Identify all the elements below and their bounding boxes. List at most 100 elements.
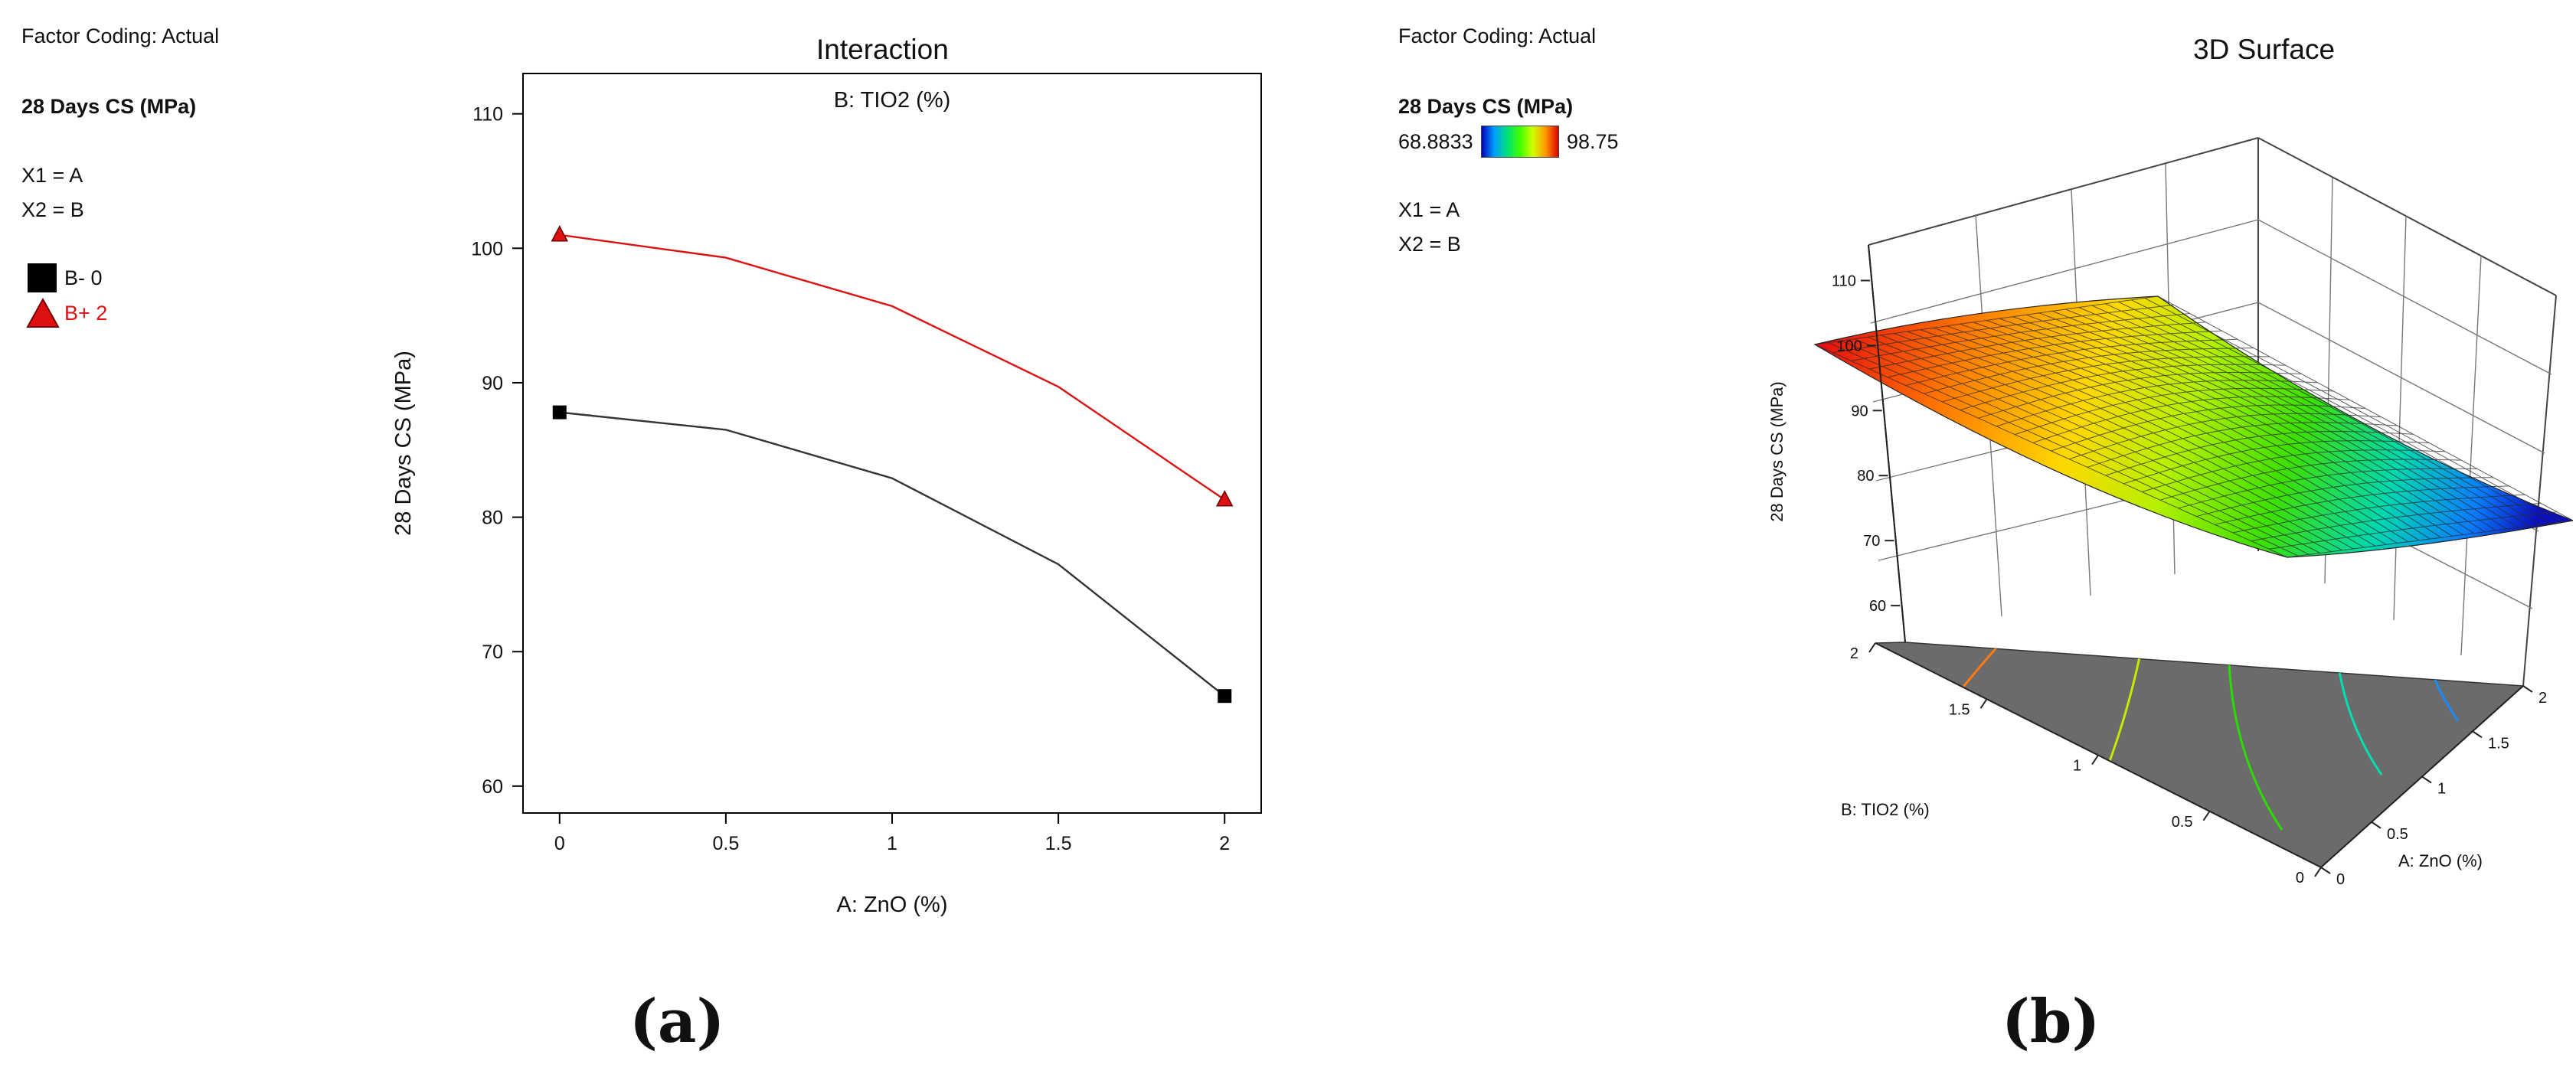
surface-mesh-line <box>2069 413 2381 460</box>
surface-mesh-line <box>2065 309 2496 531</box>
color-scale-max: 98.75 <box>1567 130 1619 153</box>
x-tick-label: 0 <box>554 833 565 854</box>
b-axis-label: B: TIO2 (%) <box>1841 800 1930 819</box>
y-tick-label: 70 <box>482 642 503 663</box>
plot-area <box>522 73 1262 814</box>
b-tick-label: 1.5 <box>1949 701 1970 718</box>
surface-mesh-line <box>2251 503 2542 542</box>
b-tick-label: 2 <box>1850 645 1858 662</box>
y-tick-label: 80 <box>482 508 503 529</box>
surface-mesh-line <box>2012 316 2453 537</box>
interaction-chart: 60 70 80 90 100 110 0 0.5 1 1.5 2 B: TIO2 (%) A: … <box>391 73 1262 917</box>
z-tick-label: 90 <box>1851 403 1868 420</box>
surface-mesh-line <box>2105 431 2414 476</box>
color-scale-min: 68.8833 <box>1398 130 1473 153</box>
panel-label-b: (b) <box>2002 987 2100 1056</box>
x1-label-a: X1 = A <box>21 164 83 187</box>
surface-mesh-line <box>2196 477 2493 517</box>
surface-mesh-line <box>2269 511 2558 550</box>
z-tick-label: 80 <box>1857 468 1874 485</box>
b-tick-mark <box>1979 698 1988 709</box>
surface-mesh-line <box>2214 485 2509 525</box>
a-tick-mark <box>2371 821 2381 829</box>
surface-mesh-line <box>2038 312 2475 534</box>
z-tick-label: 110 <box>1832 273 1856 289</box>
z-axis-label: 28 Days CS (MPa) <box>1767 381 1787 521</box>
a-tick-mark <box>2522 685 2533 693</box>
surface-mesh-line <box>2142 449 2446 492</box>
x-axis-label: A: ZnO (%) <box>836 893 947 917</box>
surface-mesh-line <box>2104 303 2529 527</box>
surface-mesh-line <box>2025 314 2463 535</box>
data-point-triangle <box>551 225 569 242</box>
y-axis-label: 28 Days CS (MPa) <box>391 351 416 536</box>
x1-label-b: X1 = A <box>1398 198 1460 221</box>
b-tick-mark <box>2091 754 2099 766</box>
y-tick-label: 90 <box>482 373 503 394</box>
x-tick-label: 1.5 <box>1045 833 1072 854</box>
b-tick-mark <box>2314 867 2322 877</box>
surface-mesh-line <box>2087 422 2398 468</box>
z-tick-label: 70 <box>1863 533 1880 550</box>
a-tick-label: 1 <box>2437 781 2446 798</box>
a-tick-mark <box>2320 867 2331 874</box>
b-tick-mark <box>1868 642 1876 653</box>
surface-mesh-line <box>2052 310 2486 533</box>
data-point-triangle <box>1215 490 1234 507</box>
surface-mesh-line <box>2091 305 2519 528</box>
surface-mesh-line <box>2144 297 2562 523</box>
series-line <box>559 233 1225 501</box>
response-label-a: 28 Days CS (MPa) <box>21 95 197 118</box>
surface-mesh-line <box>2131 299 2551 524</box>
a-tick-label: 0 <box>2336 871 2345 888</box>
a-axis-label: A: ZnO (%) <box>2398 851 2483 870</box>
x-tick-label: 1 <box>887 833 897 854</box>
chart-subtitle: B: TIO2 (%) <box>834 88 951 113</box>
b-tick-label: 0 <box>2296 870 2304 886</box>
contour-line <box>2333 642 2383 775</box>
a-tick-label: 0.5 <box>2387 826 2408 843</box>
b-tick-mark <box>2202 811 2211 821</box>
a-tick-mark <box>2472 730 2483 739</box>
surface-mesh-line <box>2178 468 2477 509</box>
z-axis-line <box>1868 244 1906 643</box>
interaction-chart-title: Interaction <box>816 34 949 65</box>
a-tick-label: 1.5 <box>2488 735 2509 752</box>
surface-mesh-line <box>2232 494 2525 534</box>
x2-label-a: X2 = B <box>21 198 84 221</box>
y-tick-label: 60 <box>482 776 503 798</box>
a-tick-mark <box>2421 775 2432 784</box>
y-tick-label: 110 <box>472 104 503 126</box>
data-point-square <box>552 405 567 420</box>
z-tick-label: 60 <box>1869 598 1886 615</box>
response-label-b: 28 Days CS (MPa) <box>1398 95 1574 118</box>
surface-mesh-line <box>2051 404 2366 452</box>
x-tick-label: 0.5 <box>713 833 740 854</box>
surface-chart: 60 70 80 90 100 110 0 0.5 1 1.5 2 0 0.5 1 1.5 2 28 Days… <box>1767 137 2573 888</box>
z-tick-label: 100 <box>1836 338 1862 354</box>
surface-mesh-line <box>2123 440 2430 485</box>
a-tick-label: 2 <box>2538 690 2547 707</box>
legend-label-b-minus: B- 0 <box>64 266 103 289</box>
panel-label-a: (a) <box>629 987 725 1056</box>
surface-mesh-line <box>2078 307 2508 530</box>
factor-coding-label-b: Factor Coding: Actual <box>1398 24 1597 47</box>
contour-line <box>2227 642 2283 831</box>
surface-mesh-line <box>2159 459 2462 501</box>
series-line <box>559 411 1225 697</box>
legend-square-icon <box>28 263 57 292</box>
surface-chart-title: 3D Surface <box>2193 34 2336 65</box>
x2-label-b: X2 = B <box>1398 233 1461 256</box>
surface-mesh-line <box>2157 295 2573 521</box>
surface-mesh-line <box>2118 301 2541 525</box>
b-tick-label: 1 <box>2073 758 2081 775</box>
surface-mesh-line <box>2287 520 2573 558</box>
y-tick-label: 100 <box>471 238 503 260</box>
x-tick-label: 2 <box>1219 833 1230 854</box>
data-point-square <box>1218 689 1232 704</box>
color-scale-bar <box>1481 126 1559 158</box>
factor-coding-label-a: Factor Coding: Actual <box>21 24 220 47</box>
legend-label-b-plus: B+ 2 <box>64 302 108 325</box>
surface-mesh-line <box>1999 318 2442 538</box>
legend-triangle-icon <box>26 297 60 328</box>
